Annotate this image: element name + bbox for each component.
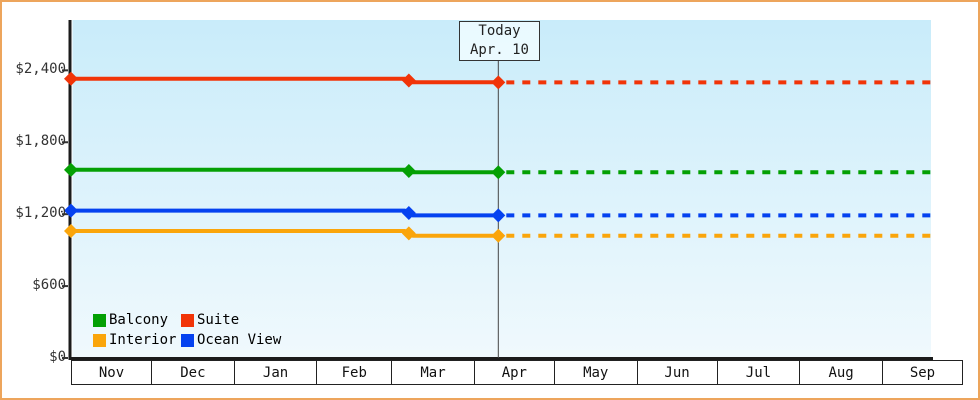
series-marker-ocean-view <box>491 208 506 223</box>
series-marker-balcony <box>401 164 416 179</box>
legend-swatch-balcony <box>93 313 106 327</box>
legend-label: Ocean View <box>197 332 282 348</box>
month-cell-feb: Feb <box>316 361 391 384</box>
month-label: Mar <box>420 364 446 381</box>
series-marker-interior <box>64 223 78 238</box>
legend-swatch-ocean-view <box>181 333 194 347</box>
month-label: Apr <box>501 364 527 381</box>
series-marker-ocean-view <box>64 203 78 218</box>
legend-label: Balcony <box>109 312 169 328</box>
month-cell-aug: Aug <box>799 361 882 384</box>
month-label: May <box>583 364 609 381</box>
month-label: Jan <box>262 364 289 381</box>
today-label: Today <box>478 23 521 39</box>
chart-legend: Balcony Suite Interior Ocean View <box>93 312 281 348</box>
month-cell-mar: Mar <box>391 361 474 384</box>
legend-swatch-suite <box>181 313 194 327</box>
plot-background <box>72 20 931 358</box>
legend-item-ocean-view: Ocean View <box>181 332 281 348</box>
series-marker-suite <box>401 73 416 88</box>
series-marker-balcony <box>491 165 506 180</box>
month-label: Jul <box>745 364 772 381</box>
month-cell-jan: Jan <box>233 361 317 384</box>
month-cell-apr: Apr <box>473 361 554 384</box>
legend-swatch-interior <box>93 333 106 347</box>
month-cell-nov: Nov <box>72 361 151 384</box>
month-cell-jul: Jul <box>716 361 800 384</box>
month-label: Aug <box>828 364 854 381</box>
today-date-label: Apr. 10 <box>469 42 529 58</box>
month-label: Feb <box>341 364 367 381</box>
legend-item-balcony: Balcony <box>93 312 181 328</box>
series-marker-suite <box>64 71 78 86</box>
series-marker-interior <box>401 226 416 241</box>
x-axis-month-row: Nov Dec Jan Feb Mar Apr May Jun Jul Aug Sep <box>71 360 963 385</box>
series-marker-ocean-view <box>401 205 416 220</box>
series-marker-interior <box>491 228 506 243</box>
series-marker-suite <box>491 75 506 90</box>
legend-label: Interior <box>109 332 177 348</box>
month-cell-dec: Dec <box>151 361 234 384</box>
legend-label: Suite <box>197 312 240 328</box>
month-label: Dec <box>180 364 206 381</box>
month-cell-sep: Sep <box>881 361 962 384</box>
month-label: Jun <box>664 364 690 381</box>
today-marker-box: Today Apr. 10 <box>459 21 540 61</box>
month-cell-may: May <box>553 361 637 384</box>
series-marker-balcony <box>64 162 78 177</box>
month-label: Sep <box>909 364 936 381</box>
legend-item-interior: Interior <box>93 332 181 348</box>
legend-item-suite: Suite <box>181 312 281 328</box>
month-cell-jun: Jun <box>636 361 717 384</box>
month-label: Nov <box>98 364 125 381</box>
